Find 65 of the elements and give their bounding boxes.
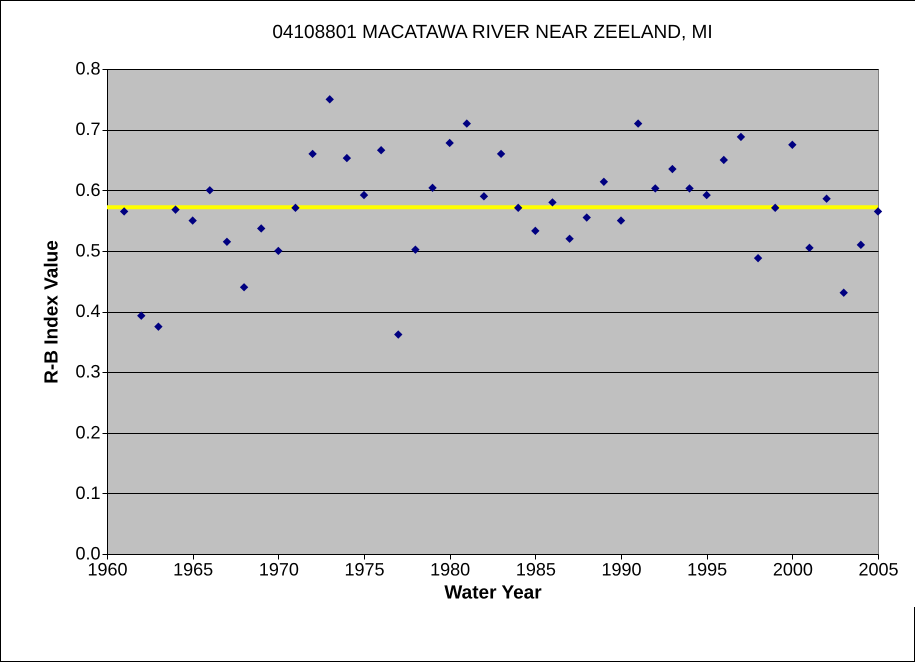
point	[720, 156, 728, 164]
y-tick-label: 0.8	[75, 58, 100, 78]
point	[805, 244, 814, 252]
point	[616, 216, 626, 225]
point	[840, 288, 848, 297]
point	[600, 178, 608, 186]
chart-title: 04108801 MACATAWA RIVER NEAR ZEELAND, MI	[272, 22, 713, 43]
x-tick-label: 1975	[344, 560, 385, 580]
point	[394, 330, 402, 339]
point	[685, 184, 694, 193]
point	[342, 154, 352, 162]
point	[257, 224, 266, 233]
point	[531, 226, 540, 236]
point	[428, 184, 437, 192]
point	[291, 204, 300, 212]
point	[582, 213, 591, 222]
x-tick-label: 1995	[687, 560, 728, 580]
point	[874, 207, 882, 216]
x-tick-label: 2000	[772, 560, 813, 580]
point	[480, 192, 488, 200]
point	[634, 119, 642, 128]
point	[120, 207, 128, 216]
x-tick-label: 1985	[516, 560, 556, 580]
point	[376, 146, 386, 154]
y-tick-label: 0.4	[75, 301, 100, 321]
y-axis-title: R-B Index Value	[41, 240, 62, 384]
point	[754, 254, 762, 262]
point	[188, 216, 197, 225]
point	[360, 190, 368, 200]
point	[240, 283, 248, 292]
y-tick-label: 0.2	[75, 422, 100, 442]
point	[822, 194, 831, 203]
point	[445, 138, 454, 148]
point	[326, 95, 334, 104]
point	[668, 164, 677, 174]
y-tick-label: 0.5	[75, 240, 100, 260]
y-tick-label: 0.3	[75, 362, 100, 382]
point	[137, 312, 146, 320]
point	[736, 132, 746, 142]
point	[154, 322, 163, 331]
point	[565, 234, 574, 243]
point	[206, 186, 214, 194]
point	[496, 150, 506, 158]
y-tick-label: 0.6	[75, 180, 100, 200]
x-tick-label: 1990	[601, 560, 642, 580]
x-tick-label: 1965	[173, 560, 214, 580]
point	[274, 246, 283, 256]
point	[788, 140, 797, 149]
point	[548, 198, 557, 207]
point	[771, 204, 780, 212]
point	[651, 184, 660, 193]
x-tick-label: 1980	[430, 560, 470, 580]
point	[222, 238, 232, 246]
x-tick-label: 2005	[858, 560, 899, 580]
point	[411, 245, 420, 254]
point	[702, 190, 711, 200]
point	[462, 119, 471, 128]
y-tick-label: 0.1	[75, 482, 100, 503]
point	[308, 150, 317, 158]
point	[171, 205, 180, 214]
x-tick-label: 1970	[258, 560, 299, 580]
point	[514, 204, 522, 212]
y-tick-label: 0.7	[75, 119, 100, 140]
x-axis-title: Water Year	[444, 582, 542, 604]
point	[856, 240, 866, 249]
